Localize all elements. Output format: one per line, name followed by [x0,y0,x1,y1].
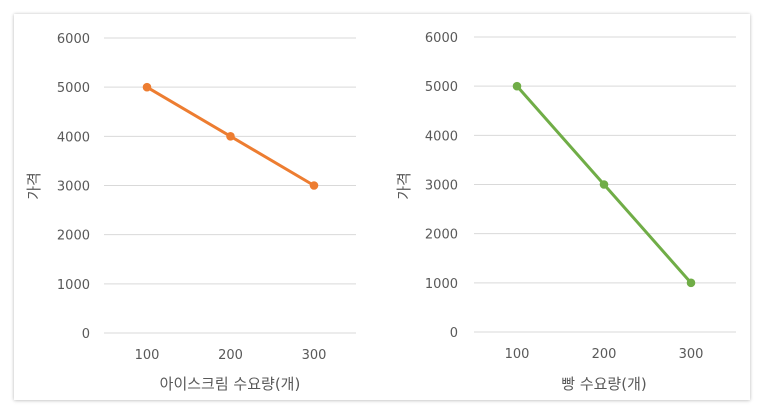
c1-y-axis-title: 가격 [395,172,413,200]
c0-y-tick-label: 1000 [57,278,90,293]
c1-x-axis-ticks: 100 200 300 [505,347,704,362]
c1-x-axis-title: 빵 수요량(개) [561,375,646,393]
c0-series [142,82,319,190]
c1-y-tick-label: 1000 [425,277,458,292]
c1-y-tick-label: 6000 [425,31,458,46]
c1-y-tick-label: 3000 [425,179,458,194]
ice-cream-demand-chart: 0 1000 2000 3000 4000 5000 6000 100 200 300 가격 아… [25,32,356,393]
c1-x-tick-label: 200 [592,347,617,362]
c1-y-tick-label: 5000 [425,80,458,95]
c1-y-tick-label: 2000 [425,228,458,243]
c1-y-tick-label: 4000 [425,129,458,144]
c0-y-tick-label: 4000 [57,130,90,145]
c0-y-tick-label: 6000 [57,32,90,47]
bread-demand-chart: 0 1000 2000 3000 4000 5000 6000 100 200 300 가격 빵… [395,31,736,393]
c1-y-axis-ticks: 0 1000 2000 3000 4000 5000 6000 [425,31,458,341]
c0-data-point [226,132,235,141]
c0-x-tick-label: 300 [302,348,327,363]
c0-x-axis-ticks: 100 200 300 [135,348,327,363]
c0-y-axis-ticks: 0 1000 2000 3000 4000 5000 6000 [57,32,90,342]
c0-x-axis-title: 아이스크림 수요량(개) [160,375,301,393]
c0-y-tick-label: 2000 [57,229,90,244]
c0-y-tick-label: 5000 [57,81,90,96]
c0-x-tick-label: 200 [218,348,243,363]
c0-y-axis-title: 가격 [25,172,43,200]
c1-gridlines [474,36,736,333]
c0-data-point [142,82,152,92]
c1-y-tick-label: 0 [450,326,458,341]
c1-x-tick-label: 100 [505,347,530,362]
c0-y-tick-label: 0 [82,327,90,342]
chart-card: 0 1000 2000 3000 4000 5000 6000 100 200 300 가격 아… [14,14,750,400]
c0-x-tick-label: 100 [135,348,160,363]
c1-data-point [512,81,522,91]
c1-data-point [599,180,609,189]
c1-data-point [686,278,696,288]
c1-series [512,81,696,288]
c0-data-point [309,181,319,190]
c0-y-tick-label: 3000 [57,180,90,195]
c1-x-tick-label: 300 [679,347,704,362]
